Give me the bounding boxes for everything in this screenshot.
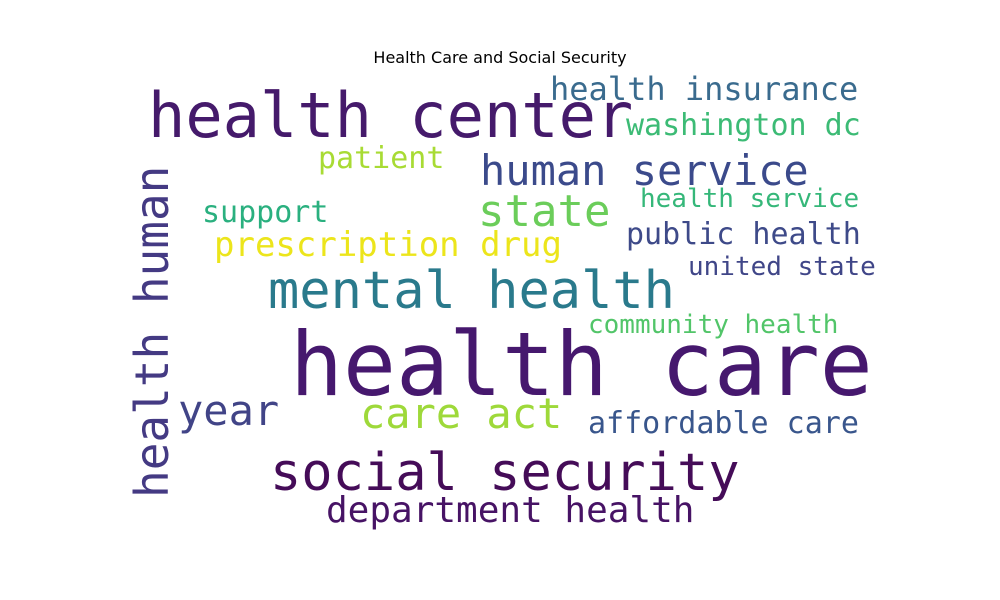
word-health-insurance: health insurance (550, 70, 858, 108)
word-patient: patient (318, 141, 444, 176)
word-prescription-drug: prescription drug (214, 225, 562, 265)
word-health-service: health service (640, 184, 859, 214)
word-year: year (178, 386, 279, 435)
word-public-health: public health (626, 217, 861, 252)
word-health-human: health human (125, 166, 179, 498)
word-department-health: department health (326, 490, 694, 531)
word-care-act: care act (360, 389, 562, 438)
word-support: support (202, 195, 328, 230)
word-state: state (478, 186, 610, 237)
word-affordable-care: affordable care (588, 406, 859, 441)
word-washington-dc: washington dc (626, 108, 861, 143)
word-united-state: united state (688, 252, 876, 282)
chart-title: Health Care and Social Security (373, 48, 627, 67)
word-community-health: community health (588, 310, 838, 340)
word-health-care: health care (290, 313, 873, 416)
word-social-security: social security (270, 443, 740, 503)
word-health-center: health center (148, 79, 633, 152)
word-mental-health: mental health (268, 261, 675, 321)
word-human-service: human service (480, 146, 809, 195)
